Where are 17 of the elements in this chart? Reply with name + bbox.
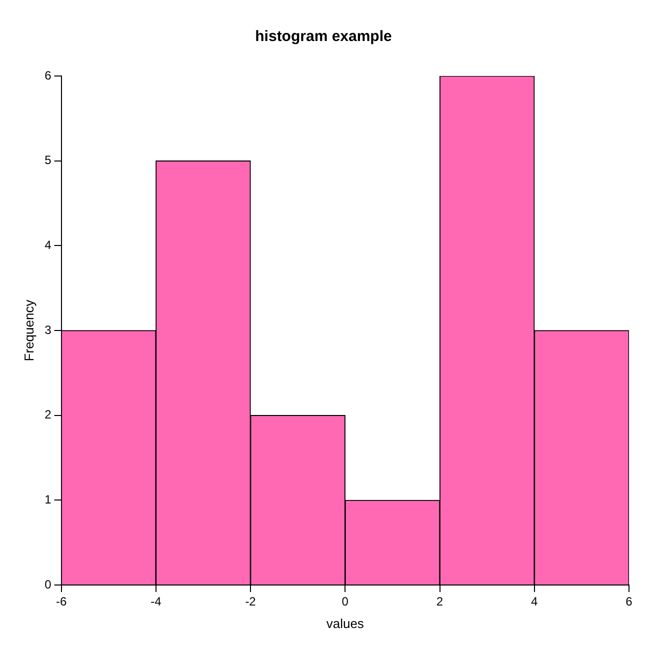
y-tick-label: 5: [44, 153, 52, 168]
x-tick-label: 2: [436, 594, 444, 609]
y-tick-label: 2: [44, 408, 52, 422]
chart-title: histogram example: [255, 28, 392, 46]
y-tick-label: 1: [44, 492, 52, 506]
x-axis-title: values: [326, 616, 364, 631]
x-tick-label: 6: [626, 594, 633, 609]
y-tick-label: 0: [44, 577, 52, 592]
x-tick-label: 4: [531, 594, 538, 609]
x-tick-label: -4: [150, 594, 162, 609]
x-tick-label: 0: [342, 594, 349, 609]
y-tick-label: 6: [44, 68, 52, 82]
y-tick-label: 3: [44, 322, 52, 337]
y-axis-title: Frequency: [21, 299, 36, 362]
y-tick-label: 4: [44, 238, 52, 252]
x-tick-label: -2: [245, 594, 256, 609]
x-tick-label: -6: [56, 594, 67, 609]
